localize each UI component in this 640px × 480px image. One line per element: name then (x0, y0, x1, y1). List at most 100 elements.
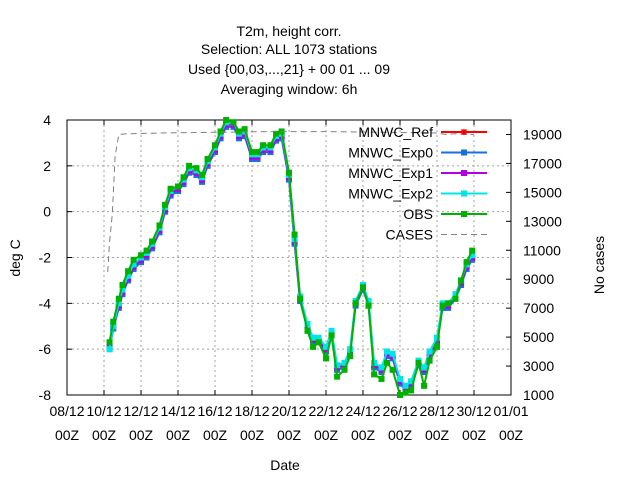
legend-marker (461, 190, 467, 197)
data-point-obs (304, 327, 311, 334)
data-point-mnwc-exp2 (106, 346, 113, 353)
x-tick-label: 14/12 (160, 403, 195, 419)
data-point-obs (341, 366, 348, 373)
legend-item-mnwc-exp2: MNWC_Exp2 (348, 186, 487, 202)
y2-tick-label: 13000 (523, 213, 562, 229)
y2-tick-label: 19000 (523, 126, 562, 142)
x-tick-label: 00Z (240, 427, 265, 443)
x-tick-label: 12/12 (123, 403, 158, 419)
x-tick-label: 00Z (129, 427, 154, 443)
data-point-obs (347, 353, 354, 360)
data-point-obs (445, 300, 452, 307)
data-point-obs (223, 117, 230, 123)
data-point-obs (434, 343, 440, 350)
x-tick-label: 00Z (388, 427, 413, 443)
data-point-obs (267, 142, 274, 149)
data-point-obs (389, 366, 396, 373)
x-tick-label: 16/12 (197, 403, 232, 419)
title-line-1: T2m, height corr. (236, 23, 341, 39)
data-point-mnwc-exp2 (426, 348, 433, 355)
data-point-obs (115, 295, 122, 302)
legend-item-mnwc-exp1: MNWC_Exp1 (348, 165, 487, 181)
y2-tick-label: 11000 (523, 242, 561, 258)
data-point-mnwc-exp2 (334, 362, 341, 369)
x-tick-label: 00Z (203, 427, 228, 443)
x-tick-label: 00Z (351, 427, 376, 443)
data-point-mnwc-exp2 (434, 334, 440, 341)
data-point-obs (199, 172, 206, 178)
series-line-cases (107, 131, 474, 273)
data-point-obs (156, 222, 163, 229)
legend-label: MNWC_Exp2 (348, 186, 433, 202)
data-point-obs (297, 295, 304, 302)
series-layer (106, 117, 476, 398)
x-tick-label: 00Z (462, 427, 487, 443)
data-point-mnwc-exp2 (125, 272, 132, 279)
data-point-obs (458, 277, 465, 284)
data-point-obs (186, 162, 193, 169)
data-point-mnwc-exp2 (341, 359, 348, 366)
data-point-obs (286, 169, 292, 176)
y2-tick-label: 15000 (523, 184, 562, 200)
data-point-obs (352, 300, 359, 307)
x-tick-label: 01/01 (493, 403, 528, 419)
series-mnwc-exp1 (106, 121, 476, 392)
data-point-obs (212, 142, 218, 149)
x-tick-label: 18/12 (234, 403, 269, 419)
x-tick-label: 08/12 (49, 403, 84, 419)
x-tick-label: 00Z (499, 427, 524, 443)
data-point-obs (439, 302, 446, 309)
data-point-obs (273, 130, 280, 137)
data-point-obs (328, 332, 335, 339)
y-tick-label: -6 (39, 341, 52, 357)
series-cases (107, 131, 474, 273)
x-tick-label: 26/12 (382, 403, 417, 419)
legend-item-mnwc-ref: MNWC_Ref (358, 124, 487, 140)
data-point-obs (138, 252, 144, 259)
y2-tick-label: 17000 (523, 155, 562, 171)
x-tick-label: 30/12 (456, 403, 491, 419)
y2-tick-label: 9000 (523, 271, 554, 287)
y-tick-label: -4 (39, 295, 52, 311)
data-point-mnwc-exp2 (119, 286, 126, 293)
x-tick-label: 20/12 (271, 403, 306, 419)
data-point-obs (334, 373, 341, 380)
legend: MNWC_Ref MNWC_Exp0 MNWC_Exp1 MNWC_Exp2 OBS CA… (348, 124, 487, 243)
data-point-mnwc-exp2 (408, 378, 415, 385)
data-point-obs (106, 339, 113, 346)
title-line-2: Selection: ALL 1073 stations (201, 41, 377, 57)
data-point-obs (167, 185, 174, 192)
x-tick-label: 24/12 (345, 403, 380, 419)
y-tick-label: 4 (43, 112, 51, 128)
data-point-obs (260, 142, 267, 149)
legend-marker (461, 149, 467, 156)
x-tick-label: 22/12 (308, 403, 343, 419)
series-line-mnwc-exp2 (108, 121, 473, 388)
y2-tick-label: 3000 (523, 358, 554, 374)
legend-item-mnwc-exp0: MNWC_Exp0 (348, 145, 487, 161)
data-point-obs (110, 318, 117, 325)
data-point-obs (323, 355, 329, 362)
data-point-mnwc-exp2 (389, 350, 396, 357)
data-point-mnwc-exp2 (130, 261, 137, 268)
data-point-mnwc-exp2 (421, 364, 428, 371)
data-point-obs (421, 382, 428, 389)
legend-label: MNWC_Exp0 (348, 145, 433, 161)
data-point-obs (236, 128, 243, 135)
data-point-obs (315, 339, 322, 346)
axis-ticks: 08/12 00Z 10/12 00Z 12/12 00Z 14/12 00Z 16/12 00Z… (39, 112, 563, 443)
x-tick-label: 10/12 (86, 403, 121, 419)
legend-label: OBS (403, 206, 433, 222)
data-point-mnwc-exp2 (469, 252, 476, 259)
legend-label: CASES (386, 227, 433, 243)
data-point-mnwc-exp2 (115, 300, 122, 307)
series-mnwc-ref (106, 121, 476, 392)
data-point-obs (254, 149, 261, 156)
data-point-obs (426, 357, 433, 364)
data-point-obs (469, 247, 476, 254)
data-point-mnwc-exp2 (452, 291, 459, 298)
data-point-obs (241, 126, 248, 133)
x-tick-label: 00Z (55, 427, 80, 443)
data-point-obs (402, 389, 409, 396)
